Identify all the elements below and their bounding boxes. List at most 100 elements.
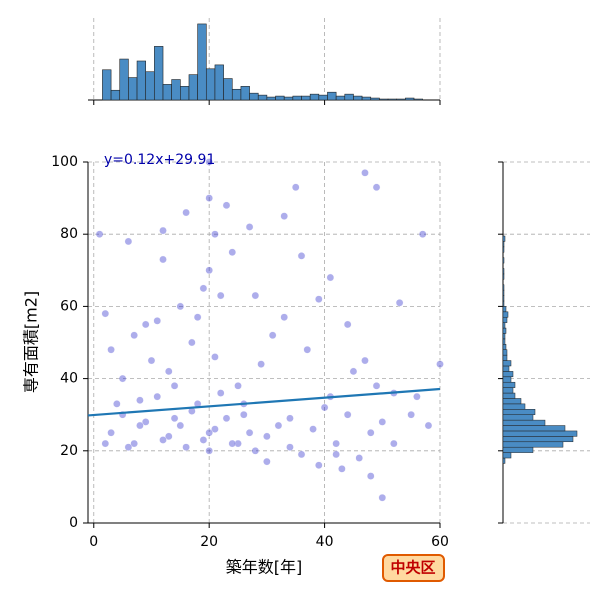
point	[228, 248, 237, 257]
point	[286, 443, 294, 451]
point	[159, 436, 167, 444]
point	[124, 237, 133, 246]
y-axis-label: 専有面積[m2]	[22, 291, 41, 393]
point	[436, 360, 444, 368]
point	[315, 461, 323, 470]
x-hist-bar	[214, 64, 224, 101]
x-hist-bar	[361, 96, 372, 101]
x-hist-bar	[110, 89, 121, 101]
x-hist-bar	[205, 68, 216, 101]
point	[366, 472, 375, 480]
point	[315, 295, 323, 303]
point	[159, 226, 167, 235]
point	[366, 428, 375, 437]
point	[355, 454, 364, 462]
x-hist-bar	[249, 92, 259, 101]
point	[286, 414, 294, 423]
point	[205, 446, 213, 455]
y-hist-bar	[502, 436, 574, 443]
point	[136, 396, 144, 405]
point	[332, 450, 340, 459]
point	[130, 331, 138, 340]
point	[205, 266, 213, 275]
point	[303, 345, 312, 354]
y-hist-bar	[502, 289, 505, 296]
point	[141, 320, 150, 329]
x-hist-bar	[188, 74, 198, 101]
point	[263, 457, 271, 466]
point	[199, 284, 208, 293]
x-hist-bar	[162, 84, 172, 101]
regression-label: y=0.12x+29.91	[104, 152, 215, 168]
y-hist-bar	[502, 295, 505, 302]
x-hist-bar	[283, 96, 294, 101]
point	[291, 183, 300, 192]
y-hist-bar	[502, 365, 510, 372]
y-hist-bar	[502, 387, 514, 394]
point	[211, 425, 219, 433]
point	[309, 425, 317, 433]
y-hist-bar	[502, 414, 534, 421]
point	[320, 403, 329, 412]
x-hist-bar	[154, 46, 164, 101]
point	[199, 436, 208, 444]
point	[274, 421, 283, 430]
point	[205, 158, 213, 166]
point	[263, 432, 271, 441]
x-hist-bar	[318, 94, 328, 101]
point	[338, 465, 346, 473]
point	[245, 428, 254, 437]
y-hist-bar	[502, 376, 512, 383]
point	[216, 291, 225, 300]
point	[136, 421, 144, 430]
point	[280, 212, 288, 220]
point	[418, 230, 427, 238]
point	[101, 309, 110, 318]
y-hist-bar	[502, 349, 508, 356]
point	[170, 382, 179, 390]
point	[378, 493, 387, 502]
point	[107, 345, 115, 354]
point	[332, 439, 340, 448]
y-hist-bar	[502, 344, 507, 350]
y-hist-bar	[502, 246, 505, 253]
x-hist-bar	[102, 69, 112, 101]
x-hist-bar	[344, 93, 354, 101]
y-hist-bar	[502, 273, 505, 280]
x-hist-bar	[405, 97, 415, 101]
x-hist-bar	[396, 98, 406, 101]
point	[193, 313, 202, 322]
y-hist-bar	[502, 300, 505, 307]
point	[228, 439, 237, 448]
x-hist-bar	[353, 95, 363, 101]
point	[211, 353, 219, 361]
point	[361, 356, 369, 365]
point	[251, 446, 260, 455]
y-hist-bar	[502, 333, 506, 340]
point	[182, 443, 190, 451]
x-hist-bar	[197, 23, 207, 101]
point	[153, 317, 162, 325]
point	[240, 410, 248, 419]
point	[153, 392, 162, 401]
point	[188, 338, 196, 347]
y-hist-bar	[502, 441, 564, 448]
x-tick-label: 20	[200, 534, 218, 550]
point	[107, 428, 115, 437]
point	[234, 439, 242, 448]
point	[222, 414, 231, 423]
point	[141, 418, 150, 426]
y-hist-bar	[502, 392, 516, 399]
x-tick-label: 60	[431, 534, 449, 550]
point	[118, 374, 127, 383]
x-hist-bar	[327, 91, 337, 101]
point	[216, 389, 225, 397]
y-hist-bar	[502, 419, 546, 426]
point	[176, 421, 185, 430]
point	[251, 291, 260, 300]
x-hist-bar	[387, 98, 398, 101]
y-tick-label: 20	[60, 443, 78, 459]
point	[297, 252, 306, 260]
x-hist-bar	[136, 60, 147, 101]
